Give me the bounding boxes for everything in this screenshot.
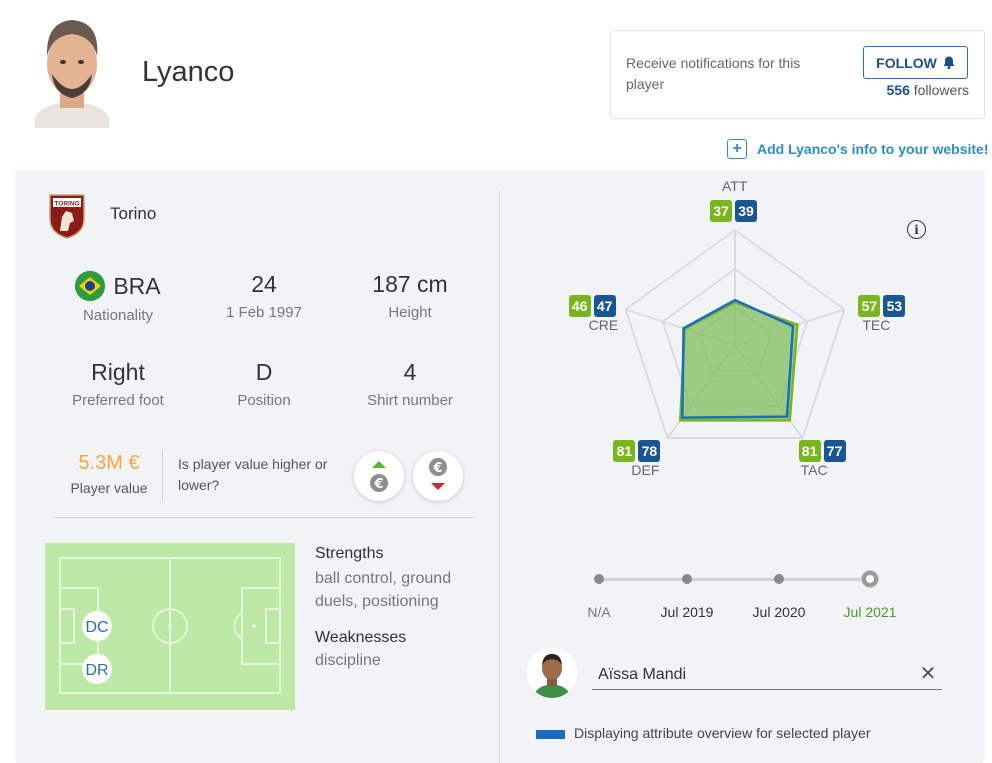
attribute-badges-tec: 57 53	[858, 295, 906, 318]
strengths-text: ball control, ground duels, positioning	[315, 570, 452, 610]
stat-shirt-number: 4 Shirt number	[340, 359, 480, 409]
player-value-separator	[162, 449, 163, 501]
stat-height: 187 cm Height	[340, 271, 480, 321]
attribute-value-compare: 53	[883, 295, 906, 318]
position-marker-dc: DC	[82, 611, 112, 641]
stat-age: 24 1 Feb 1997	[194, 271, 334, 321]
timeline-label[interactable]: Jul 2019	[660, 604, 714, 620]
player-name: Lyanco	[142, 56, 235, 88]
player-avatar	[30, 12, 110, 142]
notification-text: Receive notifications for this player	[626, 55, 801, 92]
attribute-badges-def: 81 78	[613, 440, 661, 463]
stat-position: D Position	[194, 359, 334, 409]
notification-box: Receive notifications for this player FO…	[610, 30, 985, 119]
stat-value: 24	[251, 271, 277, 297]
attribute-value-compare: 78	[638, 440, 661, 463]
stat-label: Height	[388, 304, 432, 321]
attribute-label-tec: TEC	[862, 317, 891, 334]
stat-value: BRA	[113, 272, 161, 299]
stat-label: Shirt number	[367, 392, 453, 409]
svg-text:€: €	[373, 477, 383, 492]
attribute-value-player: 57	[858, 295, 881, 318]
stat-value: 187 cm	[372, 271, 448, 297]
attribute-radar-chart	[624, 228, 846, 440]
attribute-value-player: 81	[613, 440, 636, 463]
stat-label: 1 Feb 1997	[226, 304, 302, 321]
close-icon[interactable]: ✕	[919, 663, 937, 685]
svg-text:€: €	[432, 461, 442, 476]
follow-button[interactable]: FOLLOW	[863, 46, 968, 79]
timeline-point-2019[interactable]	[682, 574, 692, 584]
player-value-label: Player value	[70, 480, 148, 496]
player-value-question: Is player value higher or lower?	[178, 456, 328, 493]
timeline-point-na[interactable]	[594, 574, 604, 584]
weaknesses-title: Weaknesses	[315, 629, 407, 646]
follow-label: FOLLOW	[876, 54, 937, 71]
timeline-point-2020[interactable]	[774, 574, 784, 584]
club-logo[interactable]: TORINO	[48, 193, 86, 239]
attribute-value-compare: 39	[735, 200, 757, 222]
info-icon[interactable]: i	[907, 220, 926, 239]
club-name[interactable]: Torino	[110, 204, 157, 223]
timeline-label[interactable]: N/A	[587, 604, 611, 620]
value-up-icon: €	[370, 461, 388, 492]
radar-series-compare	[681, 298, 795, 419]
timeline-label-selected[interactable]: Jul 2021	[843, 604, 897, 620]
attribute-label-att: ATT	[722, 178, 748, 194]
brazil-flag-icon	[75, 271, 106, 301]
attribute-value-player: 37	[710, 200, 732, 222]
plus-icon: +	[727, 139, 747, 159]
weaknesses-text: discipline	[315, 652, 381, 669]
stat-preferred-foot: Right Preferred foot	[48, 359, 188, 409]
value-down-icon: €	[429, 458, 447, 490]
stat-value: Right	[91, 359, 145, 385]
attribute-label-tac: TAC	[800, 462, 828, 479]
value-higher-button[interactable]: €	[354, 451, 404, 501]
bell-icon	[943, 56, 955, 69]
radar-grid-ring	[624, 228, 846, 440]
attribute-badges-cre: 46 47	[568, 295, 616, 318]
attribute-label-cre: CRE	[588, 317, 619, 334]
season-timeline: N/A Jul 2019 Jul 2020 Jul 2021	[587, 570, 896, 630]
stat-value: 4	[403, 359, 417, 385]
svg-text:DC: DC	[85, 619, 108, 636]
attribute-value-compare: 47	[593, 295, 616, 318]
svg-text:DR: DR	[85, 662, 108, 679]
attribute-value-player: 81	[798, 440, 821, 463]
followers-count: 556 followers	[886, 82, 970, 98]
compare-player-avatar	[527, 648, 577, 698]
compare-player-input[interactable]	[592, 660, 942, 690]
attribute-value-compare: 77	[823, 440, 846, 463]
timeline-label[interactable]: Jul 2020	[752, 604, 806, 620]
add-info-label: Add Lyanco's info to your website!	[757, 141, 989, 157]
position-marker-dr: DR	[82, 654, 112, 684]
compare-legend-swatch	[536, 730, 565, 739]
position-pitch: DC DR	[45, 543, 295, 710]
attribute-badges-att: 37 39	[710, 200, 757, 222]
timeline-point-2021[interactable]	[862, 571, 878, 587]
stat-nationality: BRA Nationality	[48, 271, 188, 324]
club-logo-text: TORINO	[54, 201, 79, 208]
section-divider	[52, 517, 476, 518]
attribute-badges-tac: 81 77	[798, 440, 846, 463]
timeline-track	[598, 578, 870, 581]
attribute-label-def: DEF	[631, 462, 660, 479]
add-info-link[interactable]: + Add Lyanco's info to your website!	[727, 139, 989, 159]
stat-label: Position	[237, 392, 291, 409]
stat-label: Nationality	[82, 307, 154, 324]
stat-value: D	[255, 359, 273, 385]
compare-legend-text: Displaying attribute overview for select…	[574, 725, 871, 741]
stat-label: Preferred foot	[72, 392, 164, 409]
panel-divider	[499, 190, 500, 763]
attribute-value-player: 46	[568, 295, 591, 318]
player-value: 5.3M €	[78, 452, 140, 474]
value-lower-button[interactable]: €	[413, 451, 463, 501]
strengths-title: Strengths	[315, 545, 384, 562]
